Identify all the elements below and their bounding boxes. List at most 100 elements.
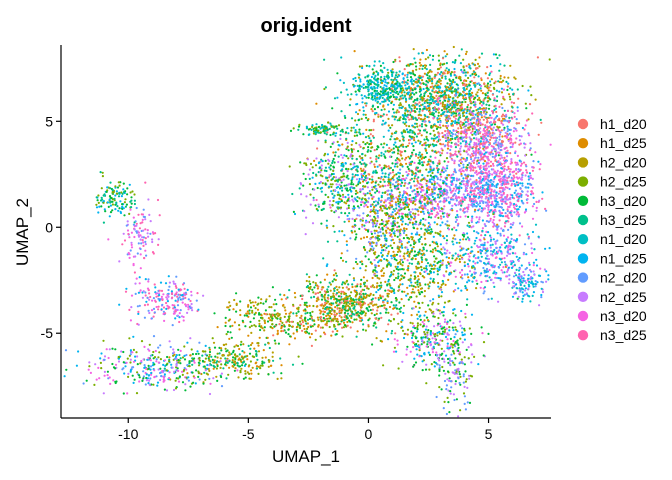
data-point-h3_d20 [398,98,401,101]
data-point-n1_d25 [448,89,451,92]
data-point-n2_d20 [452,179,456,182]
data-point-h1_d25 [337,148,340,151]
data-point-h3_d25 [381,191,384,194]
data-point-h2_d20 [451,80,455,84]
data-point-h2_d25 [351,154,354,157]
data-point-h3_d20 [425,80,428,83]
data-point-h3_d25 [402,139,405,142]
data-point-n1_d20 [450,122,453,125]
data-point-n1_d20 [430,209,433,213]
data-point-h1_d20 [490,136,493,139]
data-point-n1_d25 [362,83,365,86]
data-point-n2_d25 [447,124,450,127]
data-point-n2_d20 [466,179,469,182]
data-point-h3_d25 [426,262,430,265]
data-point-h1_d20 [537,133,540,136]
data-point-h1_d25 [371,197,374,200]
data-point-n1_d25 [380,251,383,254]
data-point-h1_d25 [332,151,335,154]
data-point-h3_d20 [358,227,361,230]
data-point-h1_d25 [413,239,416,242]
data-point-n1_d25 [469,191,472,194]
data-point-h1_d20 [468,128,471,131]
data-point-h1_d25 [480,89,483,92]
data-point-h1_d25 [447,278,450,281]
data-point-h3_d20 [343,184,346,187]
data-point-n1_d20 [450,131,453,134]
data-point-h1_d25 [360,237,363,240]
data-point-n3_d25 [466,206,469,209]
data-point-h1_d20 [475,179,478,182]
data-point-n1_d20 [453,61,456,64]
data-point-h3_d20 [359,161,362,164]
data-point-n2_d20 [433,186,436,189]
data-point-h1_d25 [379,185,382,188]
data-point-n3_d20 [482,109,485,112]
data-point-n3_d25 [315,198,318,202]
data-point-h3_d20 [378,284,381,287]
data-point-h1_d25 [447,256,451,260]
data-point-h3_d25 [409,97,412,100]
data-point-h3_d20 [401,290,404,293]
data-point-h2_d20 [431,125,434,128]
data-point-n2_d25 [460,160,463,163]
data-point-h3_d25 [344,187,348,190]
data-point-h1_d25 [426,200,429,203]
data-point-n2_d25 [304,233,307,236]
data-point-h3_d25 [409,194,412,197]
data-point-h3_d25 [348,104,351,107]
data-point-n2_d25 [515,168,518,171]
data-point-n1_d25 [352,166,355,169]
data-point-n2_d25 [454,189,457,192]
data-point-h1_d20 [472,161,475,164]
data-point-h3_d20 [372,72,375,75]
data-point-n1_d25 [382,80,385,83]
data-point-n1_d25 [361,101,364,104]
data-point-n2_d25 [317,139,320,142]
data-point-h1_d20 [441,131,444,135]
data-point-n2_d25 [489,121,492,124]
data-point-h2_d25 [390,271,393,274]
data-point-h1_d20 [440,74,443,77]
data-point-n1_d25 [448,201,451,204]
data-point-h1_d20 [413,184,416,187]
data-point-h3_d25 [369,140,372,143]
data-point-h1_d20 [436,71,440,74]
data-point-h2_d20 [386,259,389,262]
data-point-h1_d25 [430,188,433,191]
data-point-n1_d20 [454,103,457,106]
data-point-h3_d25 [408,262,411,265]
data-point-n3_d20 [416,194,419,197]
data-point-h1_d20 [515,172,518,175]
data-point-h3_d20 [370,232,373,235]
data-point-n1_d25 [507,82,510,85]
data-point-h1_d20 [464,177,467,180]
data-point-n2_d25 [367,220,370,224]
data-point-n2_d25 [483,175,486,178]
data-point-n2_d20 [523,142,526,145]
data-point-h2_d25 [435,257,438,260]
data-point-h2_d25 [342,175,345,178]
data-point-n2_d20 [487,131,490,134]
data-point-h2_d20 [399,103,402,107]
data-point-h3_d25 [414,153,418,156]
data-point-n3_d25 [504,215,507,218]
data-point-n2_d20 [487,220,490,223]
data-point-h1_d20 [440,152,444,155]
data-point-n3_d25 [480,234,483,237]
data-point-n1_d25 [466,232,469,235]
data-point-n2_d20 [414,215,417,218]
data-point-h3_d20 [440,109,444,112]
data-point-n1_d25 [383,84,386,87]
data-point-h3_d20 [422,82,425,85]
data-point-h3_d25 [422,248,425,251]
data-point-h1_d20 [486,77,489,80]
data-point-h2_d25 [431,190,434,193]
data-point-h2_d20 [449,96,452,99]
data-point-h3_d25 [350,117,354,120]
data-point-h3_d20 [463,69,466,72]
data-point-n3_d20 [478,218,481,221]
data-point-h3_d20 [441,212,444,215]
data-point-h3_d25 [423,92,426,95]
data-point-h3_d20 [342,172,345,175]
